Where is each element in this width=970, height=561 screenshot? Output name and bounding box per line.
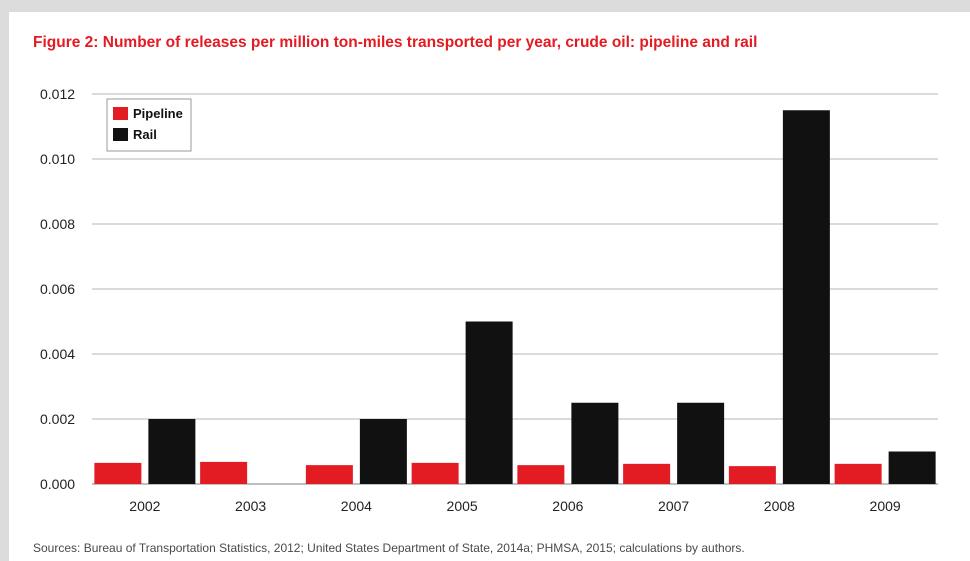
x-tick-label: 2003 bbox=[235, 498, 266, 514]
rail-bar bbox=[571, 402, 619, 484]
rail-bar bbox=[888, 451, 936, 484]
legend-swatch bbox=[113, 128, 128, 141]
y-tick-label: 0.008 bbox=[40, 216, 75, 232]
y-tick-label: 0.010 bbox=[40, 151, 75, 167]
legend-swatch bbox=[113, 107, 128, 120]
x-tick-label: 2005 bbox=[447, 498, 478, 514]
pipeline-bar bbox=[200, 461, 248, 484]
rail-bar bbox=[148, 419, 196, 484]
x-tick-label: 2004 bbox=[341, 498, 372, 514]
y-tick-label: 0.006 bbox=[40, 281, 75, 297]
x-tick-label: 2002 bbox=[129, 498, 160, 514]
y-tick-label: 0.012 bbox=[40, 86, 75, 102]
x-tick-label: 2007 bbox=[658, 498, 689, 514]
pipeline-bar bbox=[305, 465, 353, 484]
x-tick-label: 2006 bbox=[552, 498, 583, 514]
source-note: Sources: Bureau of Transportation Statis… bbox=[33, 541, 745, 555]
pipeline-bar bbox=[94, 462, 142, 484]
legend-label: Pipeline bbox=[133, 106, 183, 121]
pipeline-bar bbox=[411, 462, 459, 484]
rail-bar bbox=[782, 110, 830, 484]
chart-title: Figure 2: Number of releases per million… bbox=[33, 34, 758, 51]
y-tick-label: 0.000 bbox=[40, 476, 75, 492]
pipeline-bar bbox=[834, 463, 882, 484]
pipeline-bar bbox=[517, 465, 565, 484]
pipeline-bar bbox=[623, 463, 671, 484]
legend-label: Rail bbox=[133, 127, 157, 142]
y-tick-label: 0.004 bbox=[40, 346, 75, 362]
y-tick-label: 0.002 bbox=[40, 411, 75, 427]
x-tick-label: 2009 bbox=[870, 498, 901, 514]
rail-bar bbox=[359, 419, 407, 484]
pipeline-bar bbox=[728, 466, 776, 484]
rail-bar bbox=[677, 402, 725, 484]
rail-bar bbox=[465, 321, 513, 484]
x-tick-label: 2008 bbox=[764, 498, 795, 514]
